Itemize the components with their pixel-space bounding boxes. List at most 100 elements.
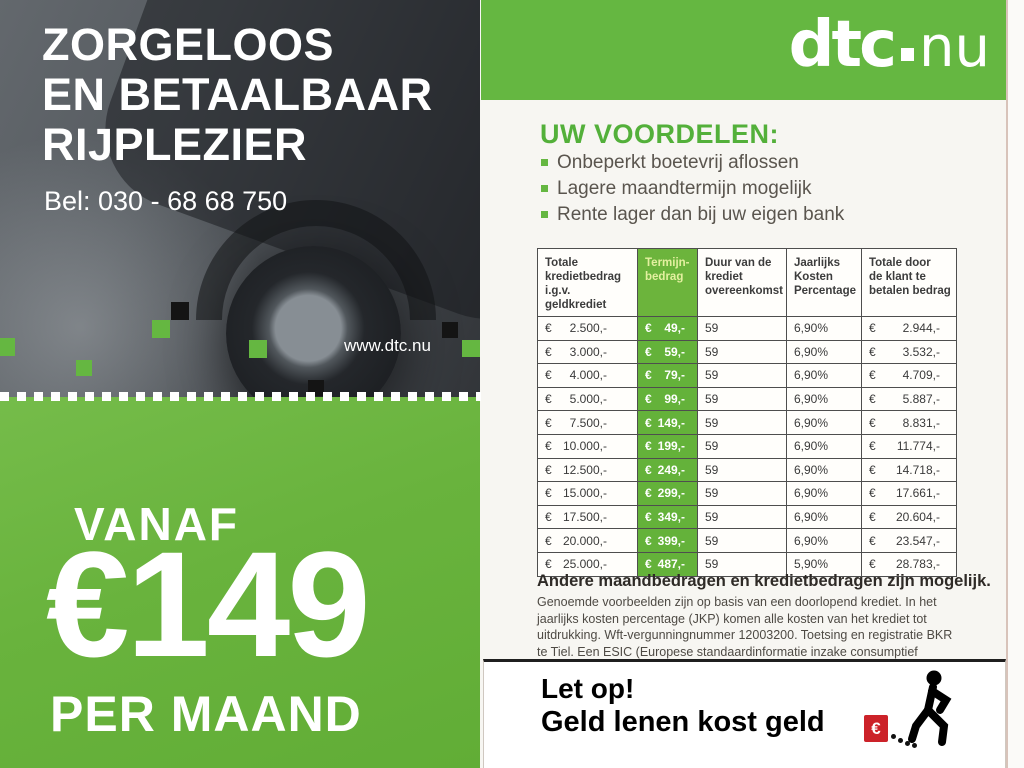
logo-tld: nu xyxy=(919,15,990,80)
table-row: €5.000,- €99,- 59 6,90% €5.887,- xyxy=(537,386,957,412)
col-header-jkp: Jaarlijks Kosten Percentage xyxy=(785,248,862,317)
credit-table: Totale kredietbedrag i.g.v. geldkrediet … xyxy=(537,248,957,577)
table-row: €12.500,- €249,- 59 6,90% €14.718,- xyxy=(537,457,957,483)
table-cell: €10.000,- xyxy=(537,433,638,459)
table-cell: €2.500,- xyxy=(537,316,638,341)
chain-dot-icon xyxy=(912,743,917,748)
car-photo xyxy=(0,0,480,397)
benefits-list: Onbeperkt boetevrij aflossen Lagere maan… xyxy=(541,150,844,228)
table-cell: €349,- xyxy=(637,504,698,530)
table-cell: €15.000,- xyxy=(537,481,638,506)
table-cell: €28.783,- xyxy=(860,551,957,577)
table-cell: €79,- xyxy=(637,363,698,388)
col-header-duur: Duur van de krediet overeenkomst xyxy=(697,248,787,317)
table-cell: €3.532,- xyxy=(860,339,957,365)
table-cell: €7.500,- xyxy=(537,410,638,435)
benefit-text: Rente lager dan bij uw eigen bank xyxy=(557,204,845,225)
table-cell: 59 xyxy=(697,528,787,553)
table-row: €25.000,- €487,- 59 5,90% €28.783,- xyxy=(537,551,957,577)
table-cell: €99,- xyxy=(637,386,698,412)
col-header-termijnbedrag: Termijn- bedrag xyxy=(637,248,698,317)
bullet-square-icon xyxy=(541,211,548,218)
chain-dot-icon xyxy=(891,734,896,739)
col-header-kredietbedrag: Totale kredietbedrag i.g.v. geldkrediet xyxy=(537,248,638,317)
table-cell: 59 xyxy=(697,551,787,577)
table-cell: €14.718,- xyxy=(860,457,957,483)
headline-line: RIJPLEZIER xyxy=(42,119,308,170)
table-cell: 6,90% xyxy=(785,410,862,435)
benefit-item: Onbeperkt boetevrij aflossen xyxy=(541,150,844,176)
table-cell: 6,90% xyxy=(785,386,862,412)
table-cell: €2.944,- xyxy=(860,316,957,341)
table-row: €4.000,- €79,- 59 6,90% €4.709,- xyxy=(537,363,957,388)
table-cell: €249,- xyxy=(637,457,698,483)
pixel-square xyxy=(0,338,15,356)
table-cell: €17.661,- xyxy=(860,481,957,506)
table-cell: €299,- xyxy=(637,481,698,506)
chain-dot-icon xyxy=(898,738,903,743)
disclaimer-headline: Andere maandbedragen en kredietbedragen … xyxy=(537,572,991,590)
headline-line: EN BETAALBAAR xyxy=(42,69,433,120)
table-cell: 6,90% xyxy=(785,528,862,553)
page-gutter xyxy=(1008,0,1024,768)
table-cell: 59 xyxy=(697,457,787,483)
bullet-square-icon xyxy=(541,185,548,192)
table-cell: 59 xyxy=(697,363,787,388)
table-row: €20.000,- €399,- 59 6,90% €23.547,- xyxy=(537,528,957,553)
walking-man-icon xyxy=(908,670,952,746)
website-url: www.dtc.nu xyxy=(344,336,431,355)
disclaimer-body: Genoemde voorbeelden zijn op basis van e… xyxy=(537,595,953,675)
table-cell: €12.500,- xyxy=(537,457,638,483)
table-cell: 6,90% xyxy=(785,339,862,365)
euro-ball-icon: € xyxy=(864,715,888,742)
table-cell: 59 xyxy=(697,410,787,435)
table-cell: €4.709,- xyxy=(860,363,957,388)
table-cell: €399,- xyxy=(637,528,698,553)
pixel-square xyxy=(152,320,170,338)
credit-table-body: €2.500,- €49,- 59 6,90% €2.944,- €3.000,- €59,… xyxy=(537,316,957,577)
warning-line2: Geld lenen kost geld xyxy=(541,706,825,738)
table-cell: €5.000,- xyxy=(537,386,638,412)
pixel-square xyxy=(442,322,458,338)
headline: ZORGELOOS EN BETAALBAAR RIJPLEZIER xyxy=(42,20,433,170)
car-wheel xyxy=(226,246,401,397)
benefit-item: Rente lager dan bij uw eigen bank xyxy=(541,202,844,228)
table-cell: €11.774,- xyxy=(860,433,957,459)
table-cell: 59 xyxy=(697,316,787,341)
table-cell: €3.000,- xyxy=(537,339,638,365)
credit-table-header: Totale kredietbedrag i.g.v. geldkrediet … xyxy=(537,248,957,317)
dtc-logo: dtc nu xyxy=(789,8,990,82)
phone-number: Bel: 030 - 68 68 750 xyxy=(44,186,288,216)
table-cell: €8.831,- xyxy=(860,410,957,435)
col-header-totaal: Totale door de klant te betalen bedrag xyxy=(860,248,957,317)
benefit-text: Onbeperkt boetevrij aflossen xyxy=(557,152,799,173)
benefit-text: Lagere maandtermijn mogelijk xyxy=(557,178,812,199)
headline-line: ZORGELOOS xyxy=(42,19,335,70)
table-row: €10.000,- €199,- 59 6,90% €11.774,- xyxy=(537,433,957,459)
table-header-row: Totale kredietbedrag i.g.v. geldkrediet … xyxy=(537,248,957,317)
square-dot-icon xyxy=(901,48,915,61)
warning-line1: Let op! xyxy=(541,673,635,704)
table-cell: €25.000,- xyxy=(537,551,638,577)
offer-prefix: VANAF xyxy=(74,498,240,550)
table-cell: 6,90% xyxy=(785,433,862,459)
table-row: €15.000,- €299,- 59 6,90% €17.661,- xyxy=(537,481,957,506)
table-cell: €17.500,- xyxy=(537,504,638,530)
table-cell: €23.547,- xyxy=(860,528,957,553)
table-cell: €4.000,- xyxy=(537,363,638,388)
offer-panel: VANAF €149 PER MAAND xyxy=(0,397,481,768)
benefits-title: UW VOORDELEN: xyxy=(540,119,779,149)
table-cell: €20.604,- xyxy=(860,504,957,530)
table-row: €17.500,- €349,- 59 6,90% €20.604,- xyxy=(537,504,957,530)
table-cell: €5.887,- xyxy=(860,386,957,412)
table-cell: €20.000,- xyxy=(537,528,638,553)
table-cell: €49,- xyxy=(637,316,698,341)
table-cell: €199,- xyxy=(637,433,698,459)
table-row: €7.500,- €149,- 59 6,90% €8.831,- xyxy=(537,410,957,435)
offer-suffix: PER MAAND xyxy=(50,686,362,742)
table-cell: 6,90% xyxy=(785,363,862,388)
table-cell: 6,90% xyxy=(785,481,862,506)
table-cell: €487,- xyxy=(637,551,698,577)
offer-amount: €149 xyxy=(46,520,371,688)
